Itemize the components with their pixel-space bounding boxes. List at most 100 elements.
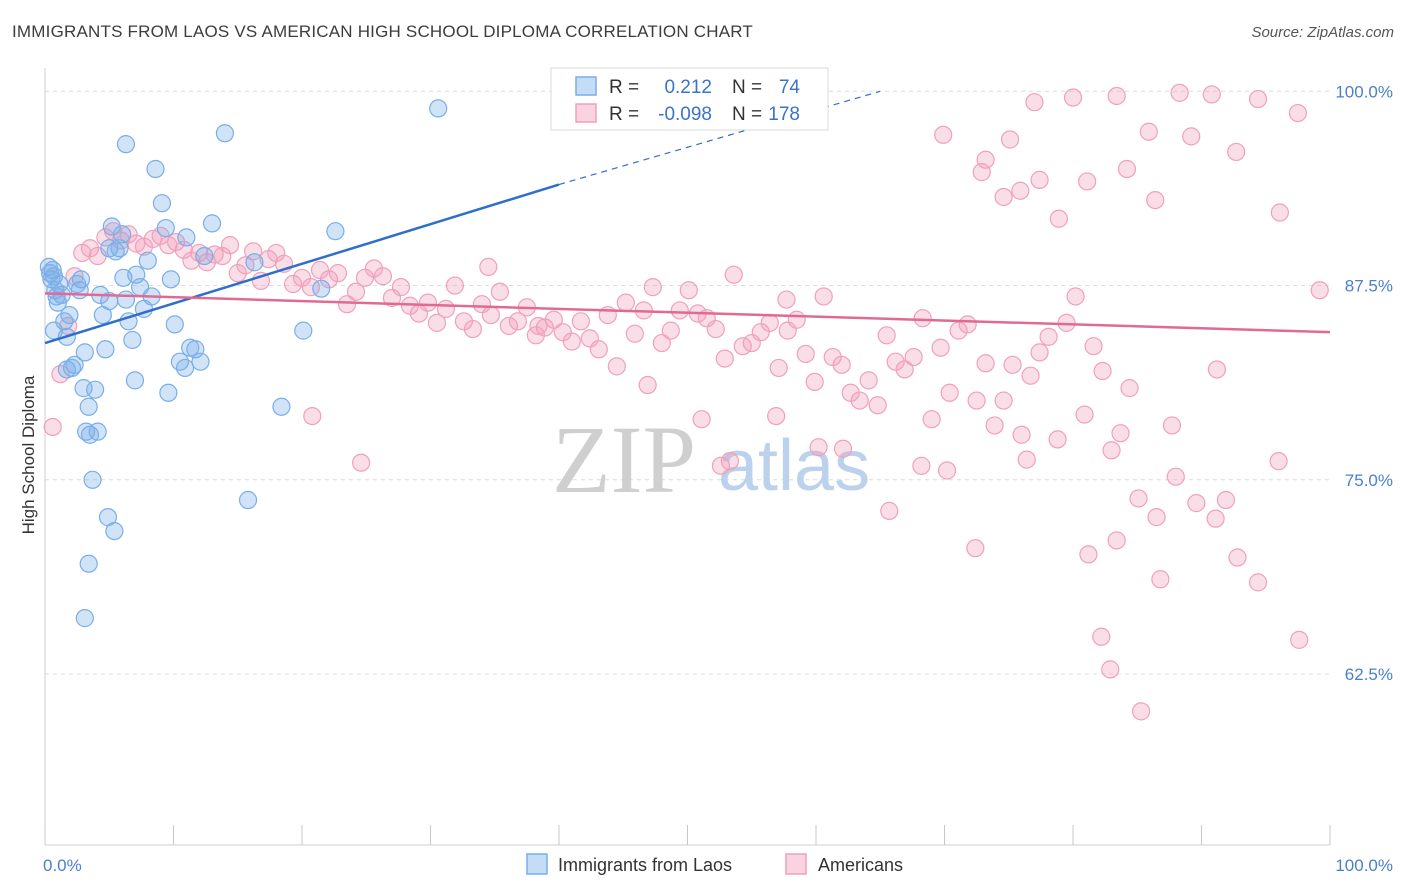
point-americans-161 <box>934 125 953 144</box>
point-laos-50 <box>161 270 181 289</box>
point-laos-69 <box>125 371 145 390</box>
point-americans-67 <box>607 357 626 376</box>
point-americans-180 <box>1248 89 1268 109</box>
point-americans-146 <box>833 439 853 458</box>
point-americans-46 <box>418 293 438 312</box>
point-americans-75 <box>679 281 698 300</box>
point-americans-181 <box>1270 203 1289 222</box>
point-americans-43 <box>391 278 411 297</box>
legend-r-label-1: R = <box>609 77 639 98</box>
point-americans-125 <box>1129 489 1148 508</box>
point-americans-159 <box>1216 490 1236 510</box>
point-laos-59 <box>202 214 222 233</box>
axes <box>44 68 1331 846</box>
point-laos-8 <box>50 274 69 294</box>
point-americans-53 <box>481 305 500 325</box>
point-laos-37 <box>116 135 136 154</box>
point-laos-56 <box>191 352 210 371</box>
bottom-legend-swatch-americans <box>785 853 807 875</box>
point-americans-5 <box>80 239 100 258</box>
point-americans-143 <box>767 406 786 426</box>
point-americans-145 <box>809 438 828 457</box>
point-americans-65 <box>589 340 608 359</box>
point-americans-107 <box>967 391 986 410</box>
point-americans-48 <box>436 299 456 318</box>
point-americans-41 <box>373 267 393 286</box>
grid-lines <box>45 90 1330 675</box>
point-laos-12 <box>44 321 64 340</box>
point-americans-139 <box>638 375 657 395</box>
point-americans-24 <box>228 264 247 283</box>
legend-n-label-1: N = <box>732 77 762 98</box>
point-americans-63 <box>571 312 590 331</box>
point-laos-68 <box>159 383 178 402</box>
point-americans-156 <box>1107 531 1126 550</box>
legend-box: R = 0.212 N = 74 R = -0.098 N = 178 <box>550 67 829 131</box>
y-tick-label-2: 87.5% <box>1345 277 1393 296</box>
point-americans-113 <box>1021 366 1040 385</box>
x-tick-label-1: 100.0% <box>1335 856 1393 875</box>
point-laos-48 <box>152 194 172 213</box>
y-axis-label: High School Diploma <box>19 375 38 534</box>
point-americans-96 <box>868 396 887 415</box>
point-americans-166 <box>1025 93 1044 112</box>
point-laos-45 <box>138 251 157 270</box>
point-americans-54 <box>490 282 509 301</box>
trend-line-laos <box>44 183 560 345</box>
point-americans-19 <box>190 243 209 263</box>
legend-r-value-2: -0.098 <box>658 104 712 125</box>
point-laos-40 <box>79 554 98 573</box>
point-americans-73 <box>661 321 680 340</box>
point-americans-60 <box>544 310 563 329</box>
legend-swatch-laos <box>575 76 597 96</box>
point-americans-108 <box>976 354 995 373</box>
point-americans-135 <box>303 406 322 426</box>
point-americans-171 <box>1078 172 1097 191</box>
point-americans-141 <box>711 456 731 475</box>
point-americans-31 <box>283 274 303 294</box>
bottom-legend-swatch-laos <box>526 853 548 875</box>
legend-r-label-2: R = <box>609 104 639 125</box>
point-americans-170 <box>1063 88 1083 107</box>
point-americans-126 <box>1147 508 1166 527</box>
y-tick-label-0: 62.5% <box>1345 665 1393 684</box>
point-laos-51 <box>165 315 184 334</box>
point-americans-155 <box>1132 702 1151 721</box>
point-americans-142 <box>720 452 740 471</box>
point-americans-101 <box>913 309 932 328</box>
point-americans-116 <box>1048 430 1067 449</box>
point-laos-62 <box>245 253 264 272</box>
point-americans-134 <box>1310 281 1329 300</box>
point-americans-69 <box>625 324 644 343</box>
point-americans-100 <box>904 347 923 367</box>
point-laos-49 <box>156 218 175 238</box>
point-americans-103 <box>931 338 950 357</box>
point-americans-78 <box>706 319 725 339</box>
point-laos-32 <box>110 239 129 258</box>
point-americans-122 <box>1102 441 1121 460</box>
point-americans-115 <box>1039 327 1058 346</box>
point-laos-39 <box>75 609 94 628</box>
point-americans-71 <box>643 278 662 297</box>
point-americans-131 <box>1248 573 1268 592</box>
point-laos-65 <box>312 279 331 298</box>
point-americans-123 <box>1111 424 1130 443</box>
point-laos-60 <box>215 124 234 143</box>
series-americans <box>43 83 1329 721</box>
point-americans-118 <box>1066 287 1085 306</box>
point-americans-16 <box>166 232 186 252</box>
point-americans-62 <box>562 332 581 351</box>
point-americans-109 <box>985 416 1004 435</box>
point-americans-127 <box>1166 467 1185 486</box>
point-americans-137 <box>479 257 498 277</box>
point-americans-84 <box>760 313 779 332</box>
point-americans-172 <box>1107 86 1126 106</box>
point-laos-73 <box>112 225 132 244</box>
point-americans-102 <box>922 410 941 429</box>
point-americans-165 <box>1011 181 1030 200</box>
point-laos-53 <box>175 358 195 378</box>
point-americans-47 <box>427 313 447 332</box>
point-laos-19 <box>75 343 94 362</box>
point-americans-174 <box>1139 122 1158 141</box>
